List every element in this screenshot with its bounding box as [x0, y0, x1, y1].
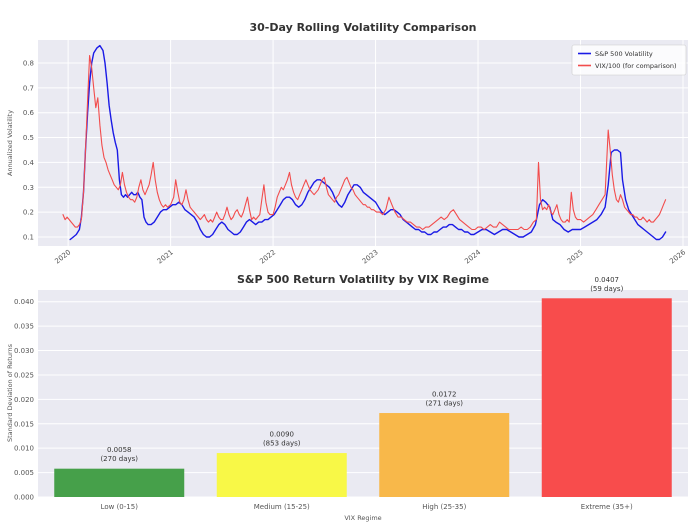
y-tick-label: 0.1: [23, 234, 34, 242]
y-tick-label: 0.035: [14, 323, 34, 331]
x-tick-label: 2021: [156, 248, 175, 265]
bar-value-label: 0.0172: [432, 391, 457, 399]
bar-value-label: 0.0058: [107, 446, 132, 454]
legend-label-sp500: S&P 500 Volatility: [595, 50, 653, 58]
chart2-title: S&P 500 Return Volatility by VIX Regime: [237, 273, 489, 286]
vix-comparison-line: [62, 54, 667, 231]
y-tick-label: 0.010: [14, 445, 34, 453]
regime-bar: [54, 468, 185, 497]
x-category-label: High (25-35): [422, 503, 466, 511]
bar-days-label: (270 days): [100, 455, 138, 463]
regime-bar: [216, 453, 347, 497]
regime-bar: [379, 413, 510, 497]
bar-value-label: 0.0407: [595, 276, 620, 284]
chart1-title: 30-Day Rolling Volatility Comparison: [250, 21, 477, 34]
y-tick-label: 0.000: [14, 494, 34, 502]
x-category-label: Extreme (35+): [581, 503, 633, 511]
bar-days-label: (271 days): [425, 400, 463, 408]
bar-days-label: (853 days): [263, 440, 301, 448]
y-tick-label: 0.5: [23, 134, 34, 142]
bar-days-label: (59 days): [590, 285, 623, 293]
regime-bar: [541, 298, 672, 497]
y-tick-label: 0.040: [14, 298, 34, 306]
bar-value-label: 0.0090: [270, 431, 295, 439]
x-tick-label: 2023: [361, 248, 380, 265]
y-tick-label: 0.020: [14, 396, 34, 404]
x-category-label: Low (0-15): [101, 503, 139, 511]
x-tick-label: 2020: [53, 248, 72, 265]
x-category-label: Medium (15-25): [254, 503, 310, 511]
chart1-legend: S&P 500 Volatility VIX/100 (for comparis…: [571, 44, 687, 76]
x-tick-label: 2022: [258, 248, 277, 265]
y-tick-label: 0.3: [23, 184, 34, 192]
y-tick-label: 0.005: [14, 469, 34, 477]
y-tick-label: 0.4: [23, 159, 35, 167]
sp500-volatility-line: [69, 44, 667, 241]
x-tick-label: 2024: [463, 248, 482, 266]
chart1-ylabel: Annualized Volatility: [6, 110, 14, 176]
x-tick-label: 2025: [566, 248, 585, 265]
y-tick-label: 0.6: [23, 109, 35, 117]
y-tick-label: 0.7: [23, 84, 34, 92]
chart2-ylabel: Standard Deviation of Returns: [6, 343, 14, 442]
legend-box: [571, 44, 687, 76]
chart2-xlabel: VIX Regime: [344, 514, 381, 522]
vix-regime-bar-chart: 0.000 0.005 0.010 0.015 0.020 0.025 0.030 0.035…: [14, 276, 688, 511]
legend-label-vix: VIX/100 (for comparison): [595, 62, 677, 70]
x-tick-label: 2026: [668, 248, 687, 266]
y-tick-label: 0.025: [14, 371, 34, 379]
y-tick-label: 0.8: [23, 59, 34, 67]
y-tick-label: 0.015: [14, 420, 34, 428]
y-tick-label: 0.030: [14, 347, 34, 355]
y-tick-label: 0.2: [23, 209, 34, 217]
